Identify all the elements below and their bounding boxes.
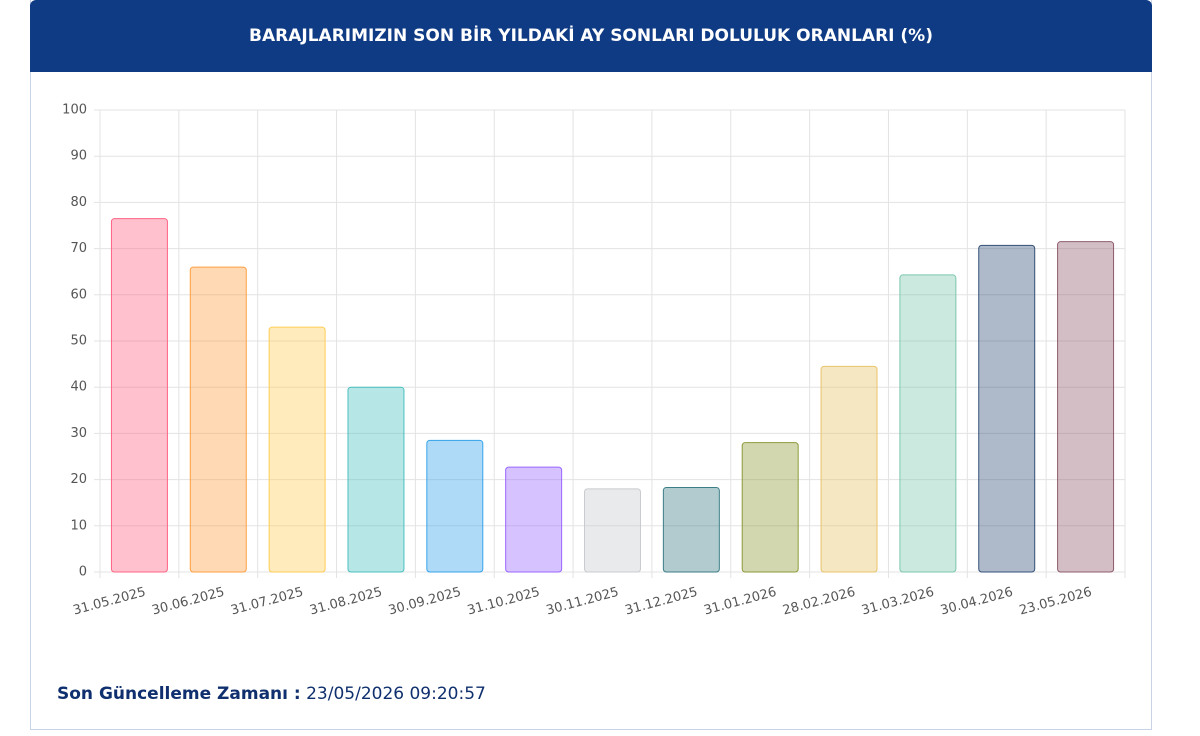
- bar: [268, 326, 326, 573]
- x-tick-label: 31.05.2025: [72, 585, 148, 619]
- y-tick-label: 90: [70, 149, 87, 164]
- bar: [584, 488, 641, 573]
- update-label: Son Güncelleme Zamanı :: [57, 684, 301, 704]
- y-tick-label: 40: [70, 380, 87, 395]
- y-tick-label: 10: [70, 518, 87, 533]
- x-tick-label: 23.05.2026: [1018, 585, 1094, 619]
- y-tick-label: 80: [70, 195, 87, 210]
- y-tick-label: 0: [79, 565, 87, 580]
- x-tick-label: 30.04.2026: [939, 585, 1015, 619]
- x-tick-label: 31.12.2025: [624, 585, 700, 619]
- y-tick-label: 20: [70, 472, 87, 487]
- x-tick-label: 30.06.2025: [150, 585, 226, 619]
- y-tick-label: 60: [70, 287, 87, 302]
- bar: [978, 244, 1036, 573]
- bar: [899, 274, 957, 573]
- bar: [820, 365, 878, 573]
- bar: [110, 218, 168, 573]
- x-tick-label: 30.09.2025: [387, 585, 463, 619]
- bar: [347, 386, 405, 573]
- x-tick-label: 31.08.2025: [308, 585, 384, 619]
- chart: 0 10 20 30 40 50 60 70 80 90 100 31.05.2025 30.06.20…: [62, 103, 1126, 619]
- bar: [426, 439, 484, 573]
- bar: [662, 486, 720, 573]
- bar: [189, 266, 247, 573]
- x-tick-label: 31.10.2025: [466, 585, 542, 619]
- y-tick-label: 70: [70, 241, 87, 256]
- card: [30, 0, 1152, 730]
- bar: [505, 466, 563, 573]
- bar: [1057, 241, 1115, 573]
- update-info: Son Güncelleme Zamanı : 23/05/2026 09:20…: [57, 684, 486, 704]
- y-tick-label: 30: [70, 426, 87, 441]
- y-tick-label: 100: [62, 103, 87, 118]
- x-tick-label: 31.01.2026: [702, 585, 778, 619]
- bar: [741, 442, 799, 573]
- x-tick-label: 31.03.2026: [860, 585, 936, 619]
- y-tick-label: 50: [70, 334, 87, 349]
- chart-title: BARAJLARIMIZIN SON BİR YILDAKİ AY SONLAR…: [30, 0, 1152, 72]
- update-time: 23/05/2026 09:20:57: [306, 684, 486, 704]
- x-tick-label: 30.11.2025: [545, 585, 621, 619]
- x-tick-label: 31.07.2025: [229, 585, 305, 619]
- x-tick-label: 28.02.2026: [781, 585, 857, 619]
